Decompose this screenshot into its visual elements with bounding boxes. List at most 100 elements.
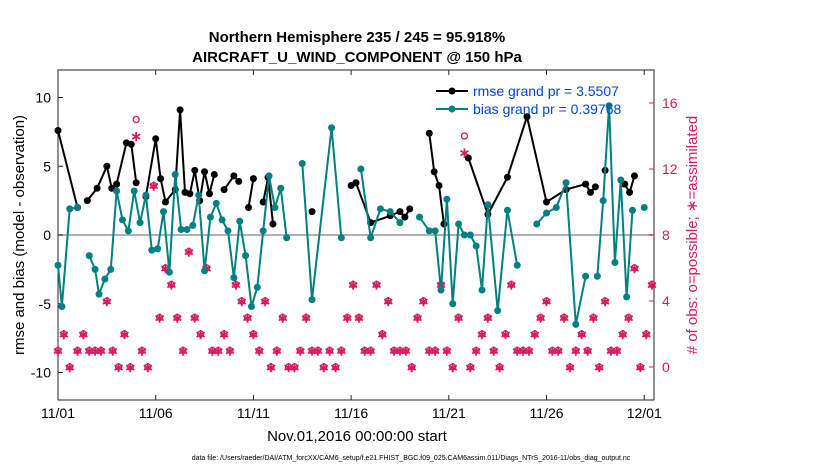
obs-possible-marker bbox=[66, 363, 74, 371]
bias-point bbox=[605, 102, 613, 110]
obs-assimilated-marker: ∗ bbox=[605, 343, 617, 359]
obs-assimilated-marker: ∗ bbox=[142, 359, 154, 375]
obs-assimilated-marker: ∗ bbox=[83, 343, 95, 359]
obs-possible-marker bbox=[103, 297, 111, 305]
bias-point bbox=[367, 234, 375, 242]
obs-assimilated-marker: ∗ bbox=[365, 343, 377, 359]
obs-assimilated-marker: ∗ bbox=[58, 326, 70, 342]
obs-possible-marker bbox=[243, 313, 252, 322]
y-tick-label-right: 12 bbox=[662, 161, 678, 177]
rmse-point bbox=[176, 106, 184, 114]
obs-possible-marker bbox=[413, 313, 422, 322]
obs-possible-marker bbox=[126, 363, 134, 371]
obs-assimilated-marker: ∗ bbox=[212, 343, 224, 359]
bias-line-segment bbox=[57, 206, 78, 307]
obs-possible-marker bbox=[460, 132, 469, 140]
obs-possible-marker bbox=[542, 297, 551, 305]
obs-possible-marker bbox=[114, 363, 123, 371]
obs-possible-marker bbox=[419, 297, 428, 305]
x-tick-label: 11/01 bbox=[41, 405, 75, 421]
obs-assimilated-marker: ∗ bbox=[183, 244, 195, 260]
obs-assimilated-marker: ∗ bbox=[377, 326, 389, 342]
obs-possible-marker bbox=[636, 363, 644, 371]
obs-possible-marker bbox=[314, 346, 322, 355]
bias-point bbox=[533, 220, 541, 228]
rmse-point bbox=[132, 179, 140, 187]
bias-point bbox=[218, 216, 226, 224]
obs-possible-marker bbox=[583, 346, 592, 355]
obs-assimilated-marker: ∗ bbox=[306, 343, 318, 359]
legend-bias-marker bbox=[448, 105, 456, 113]
bias-point bbox=[242, 252, 250, 260]
bias-point bbox=[443, 195, 451, 203]
obs-possible-marker bbox=[566, 363, 574, 371]
rmse-point bbox=[586, 188, 594, 196]
rmse-point bbox=[186, 190, 194, 198]
bias-point bbox=[611, 259, 619, 266]
obs-assimilated-marker: ∗ bbox=[547, 343, 559, 359]
bias-point bbox=[503, 206, 511, 214]
rmse-line-segment bbox=[428, 133, 445, 225]
rmse-point bbox=[235, 177, 243, 185]
obs-possible-marker bbox=[214, 346, 222, 355]
obs-assimilated-marker: ∗ bbox=[593, 359, 605, 375]
obs-assimilated-marker: ∗ bbox=[640, 326, 652, 342]
obs-possible-marker bbox=[79, 330, 88, 338]
obs-assimilated-marker: ∗ bbox=[353, 310, 365, 326]
obs-assimilated-marker: ∗ bbox=[629, 260, 641, 276]
bias-point bbox=[142, 191, 150, 199]
bias-point bbox=[328, 124, 336, 132]
bias-point bbox=[494, 307, 502, 315]
y-tick-label-right: 0 bbox=[662, 359, 670, 375]
obs-possible-marker bbox=[378, 330, 387, 338]
bias-point bbox=[171, 171, 179, 178]
bias-point bbox=[460, 231, 468, 239]
obs-possible-marker bbox=[249, 330, 258, 338]
obs-assimilated-marker: ∗ bbox=[189, 310, 201, 326]
obs-assimilated-marker: ∗ bbox=[177, 343, 189, 359]
obs-possible-marker bbox=[554, 346, 562, 355]
obs-possible-marker bbox=[191, 313, 199, 322]
y-tick-label-right: 8 bbox=[662, 227, 670, 243]
rmse-point bbox=[396, 208, 404, 216]
bias-point bbox=[91, 265, 99, 273]
bias-point bbox=[437, 286, 445, 294]
obs-assimilated-marker: ∗ bbox=[599, 293, 611, 309]
bias-point bbox=[259, 227, 267, 235]
obs-possible-marker bbox=[155, 313, 164, 322]
rmse-point bbox=[401, 213, 409, 221]
obs-assimilated-marker: ∗ bbox=[476, 326, 488, 342]
obs-assimilated-marker: ∗ bbox=[289, 359, 301, 375]
y-tick-label-left: -5 bbox=[39, 296, 52, 312]
bias-point bbox=[478, 286, 486, 294]
obs-assimilated-marker: ∗ bbox=[576, 326, 588, 342]
obs-assimilated-marker: ∗ bbox=[300, 310, 312, 326]
bias-point bbox=[416, 213, 424, 221]
y-tick-label-left: 10 bbox=[35, 90, 51, 106]
obs-possible-marker bbox=[273, 346, 281, 355]
y-tick-label-left: -10 bbox=[31, 365, 51, 381]
obs-assimilated-marker: ∗ bbox=[646, 277, 658, 293]
obs-possible-marker bbox=[384, 297, 392, 305]
obs-assimilated-marker: ∗ bbox=[318, 359, 330, 375]
obs-assimilated-marker: ∗ bbox=[552, 343, 564, 359]
obs-possible-marker bbox=[531, 330, 539, 338]
bias-point bbox=[130, 187, 138, 195]
obs-possible-marker bbox=[501, 330, 510, 338]
bias-point bbox=[212, 199, 220, 207]
obs-possible-marker bbox=[331, 363, 340, 371]
bias-point bbox=[472, 242, 480, 250]
bias-point bbox=[195, 191, 203, 199]
obs-possible-marker bbox=[185, 247, 193, 256]
obs-possible-marker bbox=[578, 330, 586, 338]
obs-possible-marker bbox=[109, 346, 117, 355]
bias-point bbox=[543, 209, 551, 217]
bias-point bbox=[101, 275, 109, 283]
obs-possible-marker bbox=[367, 346, 375, 355]
obs-possible-marker bbox=[372, 280, 381, 289]
obs-possible-marker bbox=[302, 313, 310, 322]
rmse-point bbox=[308, 208, 316, 216]
rmse-point bbox=[220, 186, 228, 194]
bias-point bbox=[74, 204, 82, 211]
bias-point bbox=[572, 320, 580, 328]
